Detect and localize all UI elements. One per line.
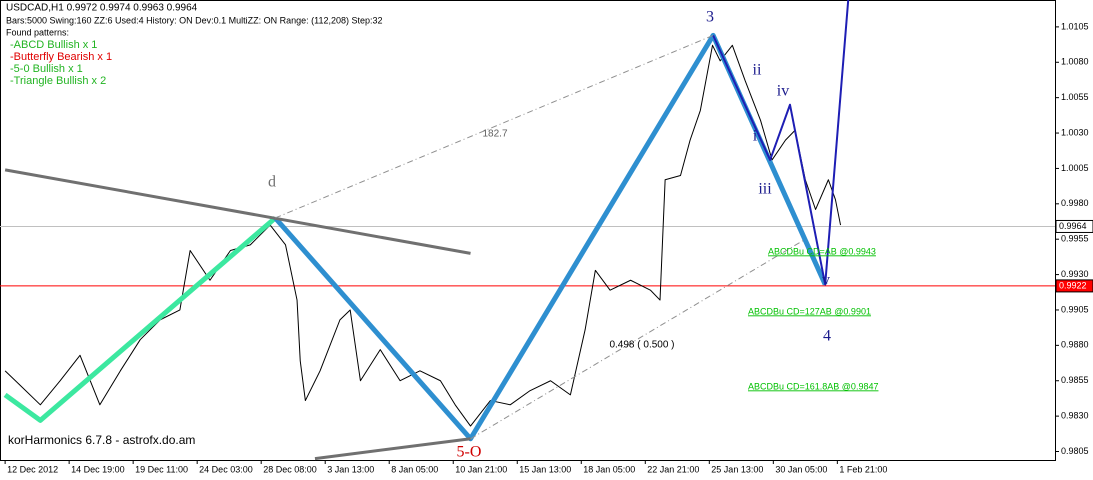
y-tick-label: 1.0080 [1061,57,1089,67]
y-tick-label: 0.9905 [1061,304,1089,314]
target-label: ABCDBu CD=AB @0.9943 [768,246,876,256]
y-tick-label: 0.9830 [1061,410,1089,420]
ratio-label: 0.498 ( 0.500 ) [609,340,674,351]
pattern-item: -Butterfly Bearish x 1 [10,51,112,63]
y-tick-label: 1.0030 [1061,127,1089,137]
x-tick-label: 10 Jan 21:00 [455,464,507,474]
x-tick-label: 8 Jan 05:00 [391,464,438,474]
watermark: korHarmonics 6.7.8 - astrofx.do.am [8,433,195,447]
x-tick-label: 22 Jan 21:00 [647,464,699,474]
y-tick-label: 0.9980 [1061,198,1089,208]
price-tag [1055,219,1093,233]
series-line [275,34,714,219]
series-line [314,437,471,461]
pattern-item: -5-0 Bullish x 1 [10,63,83,75]
x-tick-label: 15 Jan 13:00 [519,464,571,474]
pattern-item: -Triangle Bullish x 2 [10,75,106,87]
series-line [3,216,277,423]
wave-label: iii [758,181,772,198]
x-tick-label: 14 Dec 19:00 [71,464,125,474]
series-line [4,44,842,427]
plot-frame [0,0,1056,461]
wave-label: 3 [706,9,714,26]
target-label: ABCDBu CD=161.8AB @0.9847 [748,381,878,391]
wave-label: 5-O [457,444,482,461]
info: Bars:5000 Swing:160 ZZ:6 Used:4 History:… [6,15,383,25]
y-tick-label: 1.0005 [1061,163,1089,173]
y-tick-label: 1.0055 [1061,92,1089,102]
wave-label: 4 [823,328,831,345]
x-tick-label: 12 Dec 2012 [7,464,58,474]
y-tick-label: 0.9805 [1061,446,1089,456]
x-tick-label: 24 Dec 03:00 [199,464,253,474]
x-tick-label: 28 Dec 08:00 [263,464,317,474]
y-tick-label: 0.9930 [1061,269,1089,279]
wave-label: iv [777,83,789,100]
pattern-item: -ABCD Bullish x 1 [10,39,97,51]
wave-label: v [822,272,830,289]
x-tick-label: 25 Jan 13:00 [711,464,763,474]
found-title: Found patterns: [6,27,69,37]
x-tick-label: 1 Feb 21:00 [839,464,887,474]
wave-label: i [753,128,758,145]
y-tick-label: 0.9855 [1061,375,1089,385]
price-tag-label: 0.9964 [1059,221,1087,231]
ratio-label: 182.7 [482,129,507,140]
x-tick-label: 30 Jan 05:00 [775,464,827,474]
price-tag-label: 0.9922 [1059,280,1087,290]
x-tick-label: 19 Dec 11:00 [135,464,188,474]
wave-label: ii [753,62,762,79]
y-tick-label: 1.0105 [1061,21,1089,31]
header: USDCAD,H1 0.9972 0.9974 0.9963 0.9964 [6,3,198,14]
price-tag [1055,279,1093,293]
wave-label: d [268,174,276,191]
series-line [712,0,850,286]
y-tick-label: 0.9955 [1061,234,1089,244]
x-tick-label: 18 Jan 05:00 [583,464,635,474]
target-label: ABCDBu CD=127AB @0.9901 [748,306,871,316]
series-line [4,168,471,255]
x-tick-label: 3 Jan 13:00 [327,464,374,474]
y-tick-label: 0.9880 [1061,340,1089,350]
